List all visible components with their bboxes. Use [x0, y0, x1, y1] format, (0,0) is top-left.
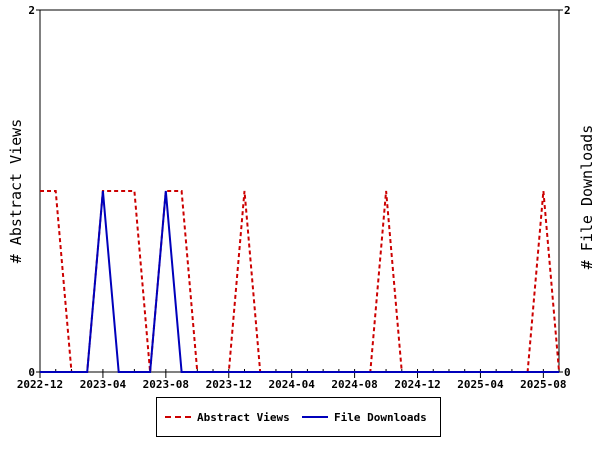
y-right-tick-label-2: 2 — [564, 4, 571, 17]
ticks: 2022-12 2023-04 2023-08 2023-12 2024-04 2024-… — [17, 4, 571, 391]
x-tick-label-2023-08: 2023-08 — [143, 378, 189, 391]
legend: Abstract Views File Downloads — [156, 397, 441, 437]
y-axis-right-title: # File Downloads — [578, 125, 596, 270]
y-right-tick-label-0: 0 — [564, 366, 571, 379]
y-left-tick-label-2: 2 — [28, 4, 35, 17]
legend-item-abstract-views: Abstract Views — [165, 410, 290, 424]
x-tick-label-2023-04: 2023-04 — [80, 378, 127, 391]
x-tick-label-2023-12: 2023-12 — [206, 378, 252, 391]
y-axis-left-title: # Abstract Views — [7, 119, 25, 264]
x-tick-label-2024-12: 2024-12 — [394, 378, 440, 391]
legend-swatch-abstract-views — [165, 416, 191, 418]
series-line-file-downloads — [40, 190, 560, 373]
legend-item-file-downloads: File Downloads — [302, 410, 427, 424]
y-left-tick-label-0: 0 — [28, 366, 35, 379]
x-tick-label-2024-04: 2024-04 — [269, 378, 316, 391]
series-layer — [40, 190, 561, 373]
x-tick-label-2025-04: 2025-04 — [457, 378, 504, 391]
legend-swatch-file-downloads — [302, 416, 328, 418]
x-tick-label-2022-12: 2022-12 — [17, 378, 63, 391]
legend-label-abstract-views: Abstract Views — [197, 410, 290, 424]
series-line-abstract-views — [40, 190, 561, 373]
x-tick-label-2025-08: 2025-08 — [520, 378, 566, 391]
x-tick-label-2024-08: 2024-08 — [331, 378, 377, 391]
legend-label-file-downloads: File Downloads — [334, 410, 427, 424]
